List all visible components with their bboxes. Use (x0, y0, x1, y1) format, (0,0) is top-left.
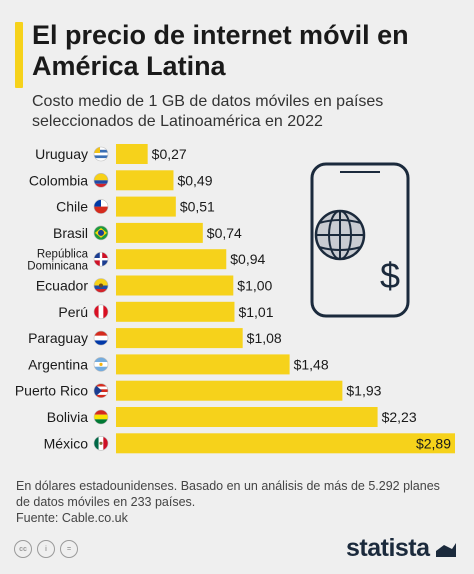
smartphone-icon: $ (310, 162, 410, 318)
globe-icon (314, 209, 366, 261)
bar (116, 328, 243, 349)
value-label: $2,89 (416, 435, 451, 451)
category-label: Puerto Rico (15, 383, 88, 399)
bar (116, 380, 343, 401)
footnote-line: de datos móviles en 233 países. (16, 495, 196, 509)
category-label: Bolivia (47, 409, 88, 425)
category-label: Uruguay (35, 146, 88, 162)
flag-mexico-icon (93, 435, 109, 451)
bar (116, 301, 235, 322)
dollar-icon: $ (380, 255, 400, 296)
value-label: $1,48 (294, 356, 329, 372)
bar (116, 170, 174, 191)
value-label: $1,00 (237, 278, 272, 294)
bar (116, 407, 378, 427)
cc-icon: cc (14, 540, 32, 558)
flag-ecuador-icon (93, 278, 109, 293)
category-label: Paraguay (28, 330, 88, 346)
flag-argentina-icon (93, 357, 109, 372)
bar (116, 275, 234, 296)
category-label: Colombia (29, 172, 88, 188)
value-label: $0,74 (207, 225, 242, 241)
statista-logo-icon (435, 542, 456, 557)
category-label: México (44, 435, 89, 451)
flag-paraguay-icon (93, 330, 109, 346)
value-label: $2,23 (382, 409, 417, 425)
value-label: $1,93 (346, 383, 381, 399)
category-label: Brasil (53, 225, 88, 241)
value-label: $1,08 (247, 330, 282, 346)
chart-subtitle: Costo medio de 1 GB de datos móviles en … (32, 93, 384, 130)
footnote-line: En dólares estadounidenses. Basado en un… (16, 479, 440, 493)
source-line: Fuente: Cable.co.uk (16, 511, 128, 525)
category-label: Dominicana (27, 261, 88, 273)
flag-puerto-rico-icon (93, 383, 109, 399)
flag-bolivia-icon (93, 409, 109, 425)
bar (116, 222, 203, 243)
license-icons: cc i = (14, 540, 78, 558)
brand-name: statista (346, 534, 430, 562)
flag-brasil-icon (93, 225, 109, 241)
category-label: Ecuador (36, 278, 88, 294)
flag-chile-icon (93, 199, 109, 214)
nd-icon: = (60, 540, 78, 558)
bar (116, 144, 148, 164)
by-icon: i (37, 540, 55, 558)
bar (116, 354, 290, 375)
flag-republica-dominicana-icon (93, 251, 109, 267)
bar (116, 433, 455, 454)
flag-colombia-icon (93, 173, 109, 188)
value-label: $0,49 (177, 172, 212, 188)
flag-uruguay-icon (93, 146, 109, 162)
value-label: $0,51 (180, 199, 215, 215)
category-label: República (37, 249, 89, 261)
statista-logo[interactable]: statista (346, 534, 458, 563)
value-label: $1,01 (238, 304, 273, 320)
title-accent-bar (15, 22, 23, 88)
category-label: Perú (58, 304, 88, 320)
value-label: $0,27 (152, 146, 187, 162)
chart-title: El precio de internet móvil en América L… (32, 20, 409, 81)
bar-chart: $0,27 Uruguay $0,49 Colombia $0,51 Chile $0,74… (15, 144, 455, 454)
bar (116, 196, 176, 217)
footnote: En dólares estadounidenses. Basado en un… (16, 478, 456, 526)
flag-peru-icon (93, 304, 109, 320)
category-label: Argentina (28, 356, 88, 372)
category-label: Chile (56, 199, 88, 215)
value-label: $0,94 (230, 251, 265, 267)
bar (116, 249, 227, 270)
